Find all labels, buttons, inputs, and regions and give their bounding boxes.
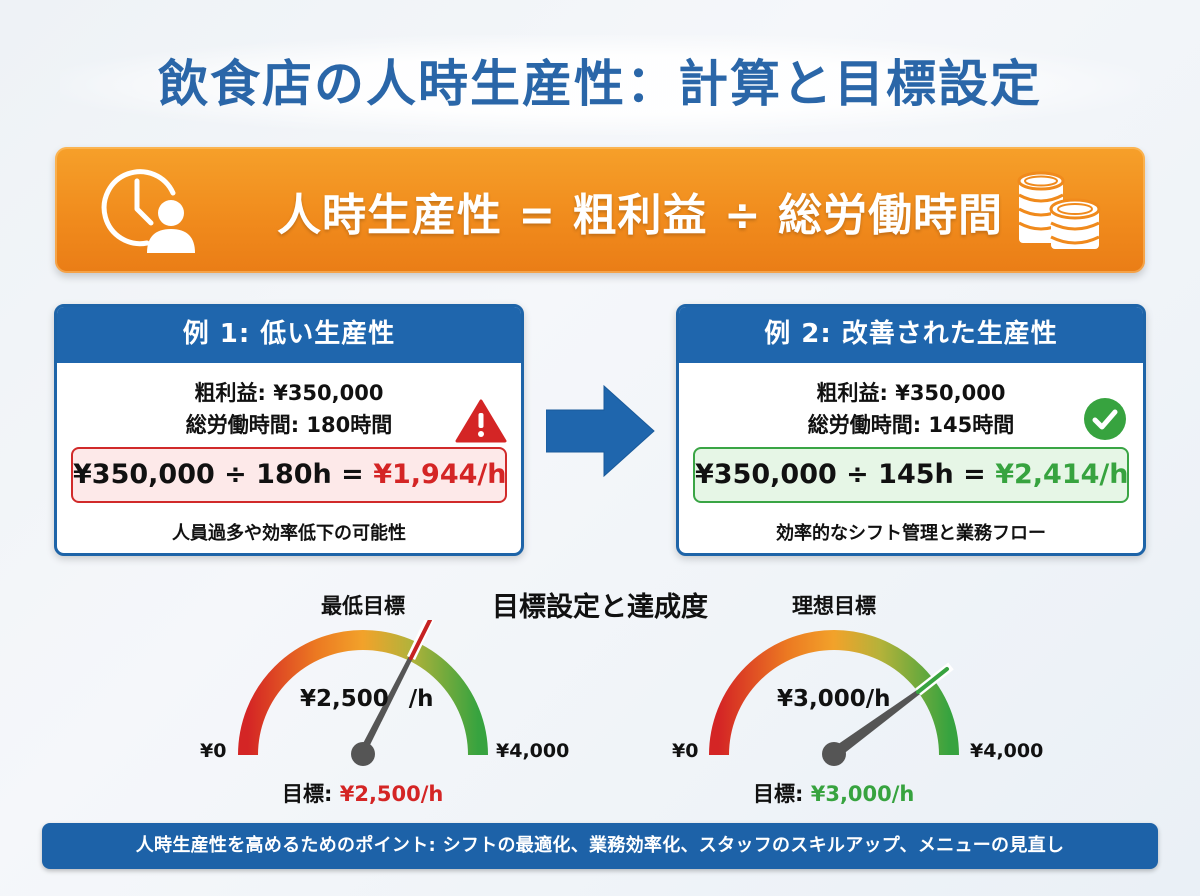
gross-profit: 粗利益: ¥350,000 [816, 381, 1006, 405]
card-note: 効率的なシフト管理と業務フロー [776, 523, 1046, 544]
calc-box: ¥350,000 ÷ 180h = ¥1,944/h [71, 447, 507, 503]
labor-hours: 総労働時間: 145時間 [807, 413, 1015, 437]
title-backdrop [60, 35, 1140, 135]
gauge-value-unit: /h [408, 686, 434, 712]
right-arrow-icon [546, 384, 655, 478]
gross-profit: 粗利益: ¥350,000 [194, 381, 384, 405]
gauge-ideal-target [709, 630, 959, 766]
card-header: 例 1: 低い生産性 [57, 307, 521, 363]
target-prefix: 目標: [753, 782, 811, 806]
target-value: ¥3,000/h [810, 782, 915, 806]
calc-expression: ¥350,000 ÷ 145h = [695, 459, 996, 490]
target-prefix: 目標: [282, 782, 340, 806]
formula-text: 人時生産性 = 粗利益 ÷ 総労働時間 [277, 190, 1004, 241]
card-note: 人員過多や効率低下の可能性 [172, 523, 406, 544]
gauge-center-value: ¥3,000/h [777, 686, 891, 712]
gauge-min-label: ¥0 [200, 740, 227, 762]
calc-result: ¥2,414/h [995, 459, 1129, 490]
tips-bar: 人時生産性を高めるためのポイント: シフトの最適化、業務効率化、スタッフのスキル… [42, 823, 1158, 869]
coins-icon [1017, 171, 1101, 249]
formula-banner: 人時生産性 = 粗利益 ÷ 総労働時間 [55, 147, 1145, 273]
gauge-min-label: ¥0 [672, 740, 699, 762]
target-value: ¥2,500/h [339, 782, 444, 806]
clock-person-icon [101, 169, 195, 253]
gauge-max-label: ¥4,000 [970, 740, 1044, 762]
page-title: 飲食店の人時生産性：計算と目標設定 [158, 55, 1042, 113]
gauge-target: 目標: ¥3,000/h [753, 778, 914, 808]
gauge-title: 最低目標 [321, 594, 405, 618]
gauge-target: 目標: ¥2,500/h [282, 778, 443, 808]
card-header: 例 2: 改善された生産性 [679, 307, 1143, 363]
gauge-value-number: ¥3,000/h [777, 686, 891, 712]
calc-box: ¥350,000 ÷ 145h = ¥2,414/h [693, 447, 1129, 503]
warning-icon [455, 399, 507, 443]
gauge-min-target [238, 620, 488, 766]
gauge-center-value: ¥2,500/h [300, 686, 434, 712]
labor-hours: 総労働時間: 180時間 [185, 413, 393, 437]
example-card-improved: 例 2: 改善された生産性 粗利益: ¥350,000 総労働時間: 145時間… [676, 304, 1146, 556]
gauge-title: 理想目標 [792, 594, 876, 618]
calc-expression: ¥350,000 ÷ 180h = [73, 459, 374, 490]
calc-result: ¥1,944/h [373, 459, 507, 490]
example-card-low: 例 1: 低い生産性 粗利益: ¥350,000 総労働時間: 180時間 ¥3… [54, 304, 524, 556]
gauge-value-number: ¥2,500 [300, 686, 389, 712]
gauge-max-label: ¥4,000 [496, 740, 570, 762]
goals-heading: 目標設定と達成度 [492, 592, 708, 623]
check-circle-icon [1084, 398, 1126, 440]
